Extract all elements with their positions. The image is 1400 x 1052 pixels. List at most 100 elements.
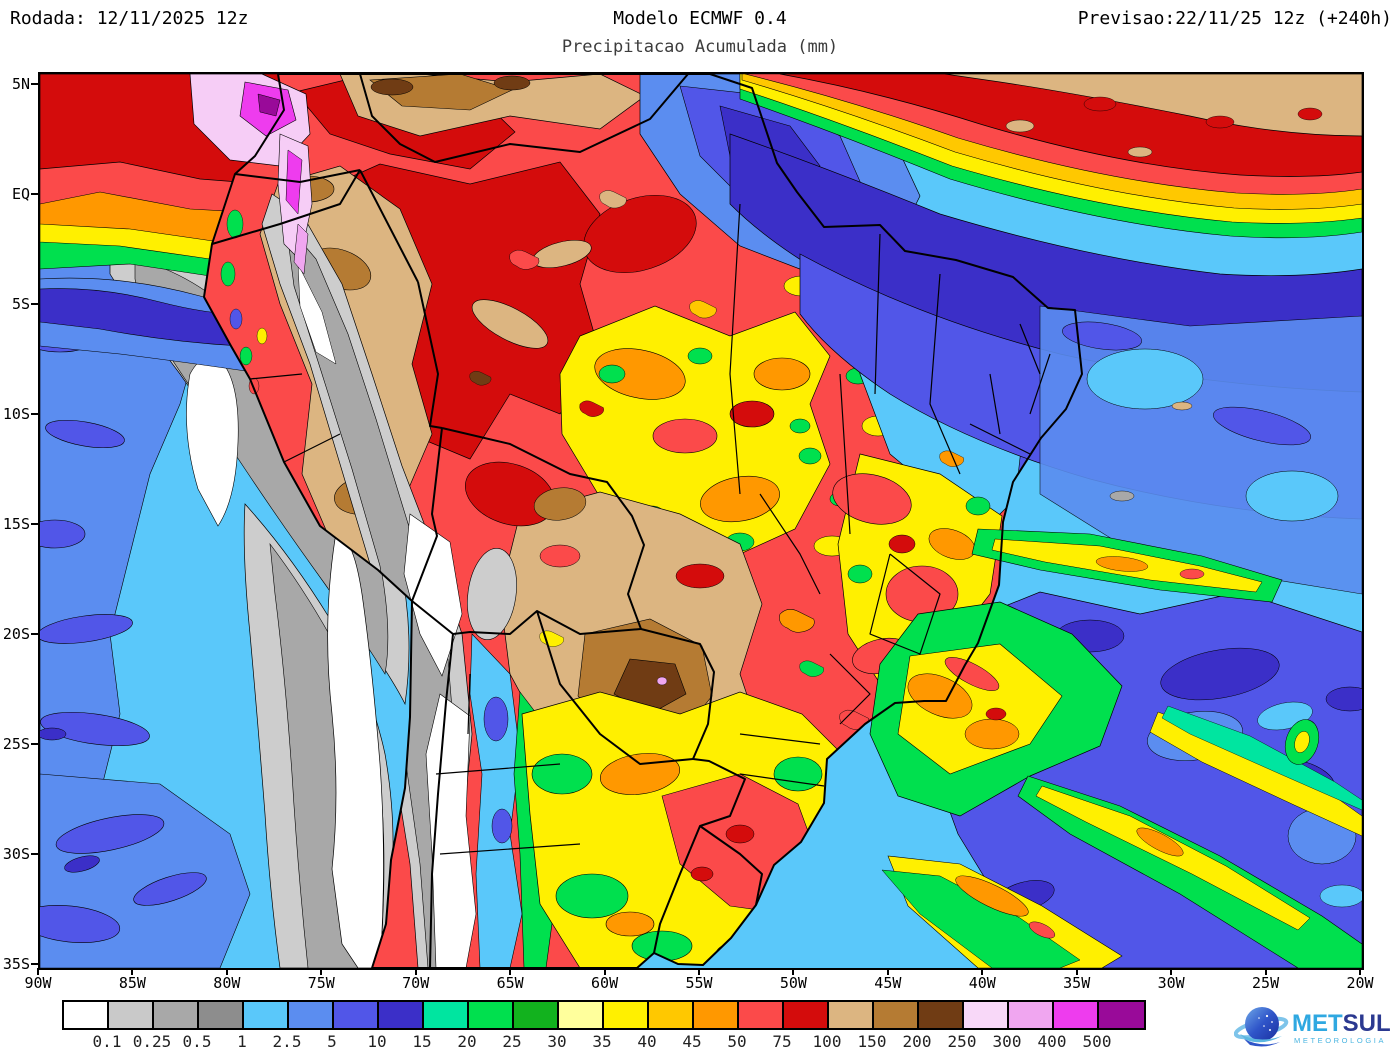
colorbar-cell — [604, 1002, 649, 1028]
x-tick — [1264, 968, 1267, 975]
x-tick — [603, 968, 606, 975]
forecast-valid-label: Previsao:22/11/25 12z (+240h) — [1077, 8, 1392, 29]
colorbar-value-label: 20 — [457, 1032, 477, 1051]
colorbar-cell — [289, 1002, 334, 1028]
longitude-label: 65W — [496, 974, 524, 992]
longitude-label: 50W — [779, 974, 807, 992]
colorbar-cell — [964, 1002, 1009, 1028]
colorbar-value-label: 0.5 — [182, 1032, 212, 1051]
logo-wordmark: METSUL — [1292, 1010, 1391, 1037]
colorbar-value-label: 35 — [592, 1032, 612, 1051]
latitude-label: 5S — [11, 295, 30, 313]
latitude-label: 10S — [2, 405, 30, 423]
longitude-label: 30W — [1157, 974, 1185, 992]
colorbar-value-label: 300 — [992, 1032, 1022, 1051]
colorbar-value-label: 45 — [682, 1032, 702, 1051]
colorbar-value-label: 5 — [327, 1032, 337, 1051]
colorbar-value-label: 200 — [902, 1032, 932, 1051]
colorbar-value-label: 15 — [412, 1032, 432, 1051]
colorbar-value-label: 75 — [772, 1032, 792, 1051]
x-tick — [225, 968, 228, 975]
colorbar-cell — [379, 1002, 424, 1028]
x-tick — [414, 968, 417, 975]
y-tick — [31, 193, 38, 195]
x-tick — [320, 968, 323, 975]
colorbar-value-label: 1 — [237, 1032, 247, 1051]
y-tick — [31, 83, 38, 85]
x-tick — [1075, 968, 1078, 975]
y-tick — [31, 303, 38, 305]
precipitation-contour-plot — [40, 74, 1362, 968]
latitude-label: 35S — [2, 955, 30, 973]
colorbar-cell — [829, 1002, 874, 1028]
y-tick — [31, 853, 38, 855]
longitude-label: 25W — [1252, 974, 1280, 992]
latitude-label: 5N — [11, 75, 30, 93]
colorbar-cell — [109, 1002, 154, 1028]
latitude-label: 30S — [2, 845, 30, 863]
colorbar-value-label: 40 — [637, 1032, 657, 1051]
planet-icon — [1234, 1007, 1289, 1047]
y-tick — [31, 413, 38, 415]
colorbar-cell — [244, 1002, 289, 1028]
colorbar-cell — [64, 1002, 109, 1028]
x-tick — [792, 968, 795, 975]
y-tick — [31, 963, 38, 965]
colorbar-cell — [424, 1002, 469, 1028]
precipitation-colorbar — [62, 1000, 1146, 1030]
colorbar-cell — [559, 1002, 604, 1028]
colorbar-cell — [874, 1002, 919, 1028]
colorbar-scale-labels: 0.1 0.25 0.5 1 2.5 5 10 15 20 25 30 35 40 45 50 75 100 15… — [62, 1032, 1145, 1052]
latitude-label: 25S — [2, 735, 30, 753]
longitude-label: 75W — [307, 974, 335, 992]
x-tick — [1170, 968, 1173, 975]
colorbar-cell — [919, 1002, 964, 1028]
colorbar-cell — [514, 1002, 559, 1028]
y-tick — [31, 633, 38, 635]
colorbar-cell — [334, 1002, 379, 1028]
longitude-label: 80W — [213, 974, 241, 992]
map-subtitle: Precipitacao Acumulada (mm) — [561, 37, 839, 57]
colorbar-value-label: 50 — [727, 1032, 747, 1051]
colorbar-value-label: 150 — [857, 1032, 887, 1051]
colorbar-cell — [1054, 1002, 1099, 1028]
longitude-label: 70W — [402, 974, 430, 992]
longitude-label: 55W — [685, 974, 713, 992]
longitude-label: 40W — [968, 974, 996, 992]
x-tick — [1359, 968, 1361, 975]
colorbar-value-label: 0.1 — [92, 1032, 122, 1051]
y-tick — [31, 743, 38, 745]
x-tick — [886, 968, 889, 975]
longitude-label: 85W — [118, 974, 146, 992]
colorbar-value-label: 25 — [502, 1032, 522, 1051]
colorbar-cell — [199, 1002, 244, 1028]
colorbar-cell — [649, 1002, 694, 1028]
model-run-label: Rodada: 12/11/2025 12z — [10, 8, 249, 29]
precipitation-map — [38, 72, 1364, 970]
longitude-label: 90W — [24, 974, 52, 992]
logo-subtext: METEOROLOGIA — [1294, 1036, 1386, 1045]
colorbar-value-label: 10 — [367, 1032, 387, 1051]
colorbar-cell — [1099, 1002, 1144, 1028]
colorbar-value-label: 500 — [1082, 1032, 1112, 1051]
x-tick — [698, 968, 700, 975]
metsul-logo: METSUL METEOROLOGIA — [1234, 1007, 1391, 1047]
colorbar-cell — [739, 1002, 784, 1028]
colorbar-value-label: 400 — [1037, 1032, 1067, 1051]
colorbar-value-label: 2.5 — [272, 1032, 302, 1051]
latitude-label: 20S — [2, 625, 30, 643]
longitude-label: 35W — [1063, 974, 1091, 992]
x-tick — [981, 968, 984, 975]
colorbar-value-label: 30 — [547, 1032, 567, 1051]
x-tick — [509, 968, 512, 975]
longitude-label: 45W — [874, 974, 902, 992]
colorbar-value-label: 250 — [947, 1032, 977, 1051]
longitude-label: 20W — [1346, 974, 1374, 992]
model-name-label: Modelo ECMWF 0.4 — [613, 8, 787, 29]
latitude-label: EQ — [11, 185, 30, 203]
colorbar-cell — [154, 1002, 199, 1028]
colorbar-cell — [469, 1002, 514, 1028]
colorbar-cell — [784, 1002, 829, 1028]
colorbar-value-label: 100 — [812, 1032, 842, 1051]
